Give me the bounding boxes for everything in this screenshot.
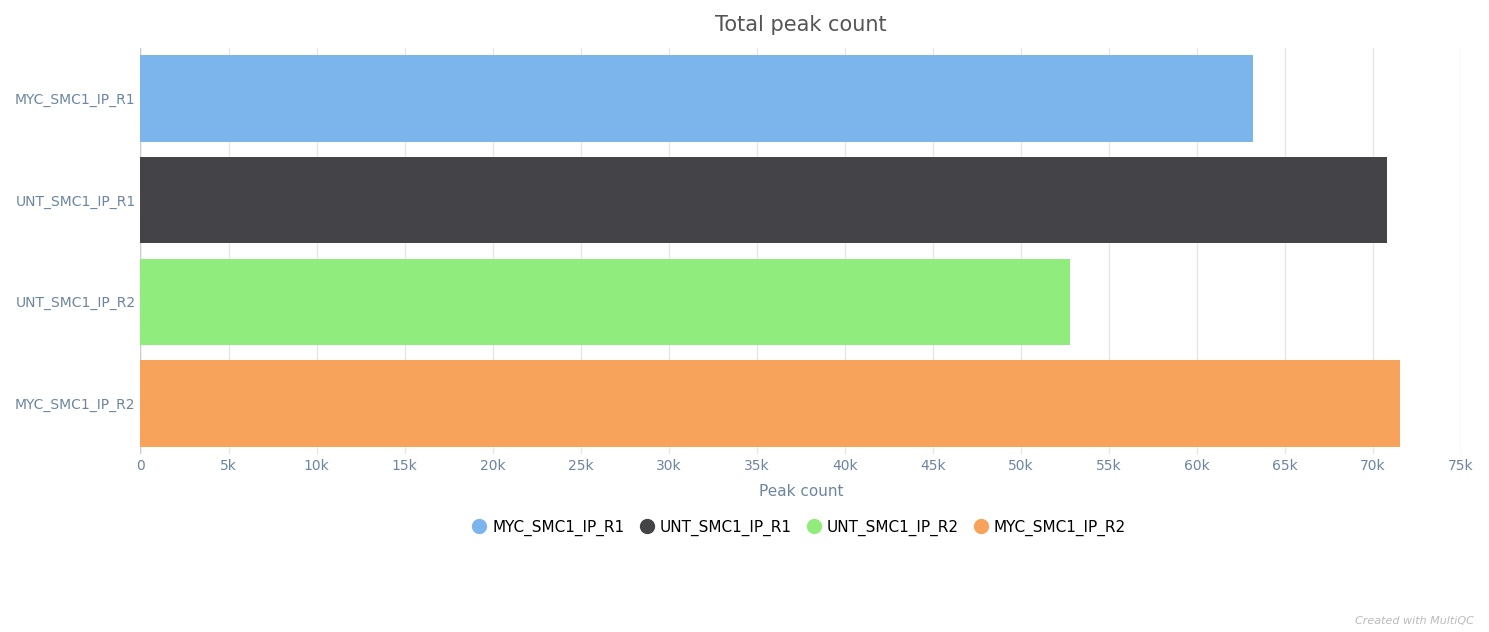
Text: Created with MultiQC: Created with MultiQC [1355,616,1474,626]
Bar [140,258,1071,345]
Bar [140,360,1400,447]
Bar [140,55,1254,142]
Legend: MYC_SMC1_IP_R1, UNT_SMC1_IP_R1, UNT_SMC1_IP_R2, MYC_SMC1_IP_R2: MYC_SMC1_IP_R1, UNT_SMC1_IP_R1, UNT_SMC1… [475,520,1126,536]
Title: Total peak count: Total peak count [715,15,886,35]
Bar [140,157,1388,243]
X-axis label: Peak count: Peak count [758,484,843,499]
